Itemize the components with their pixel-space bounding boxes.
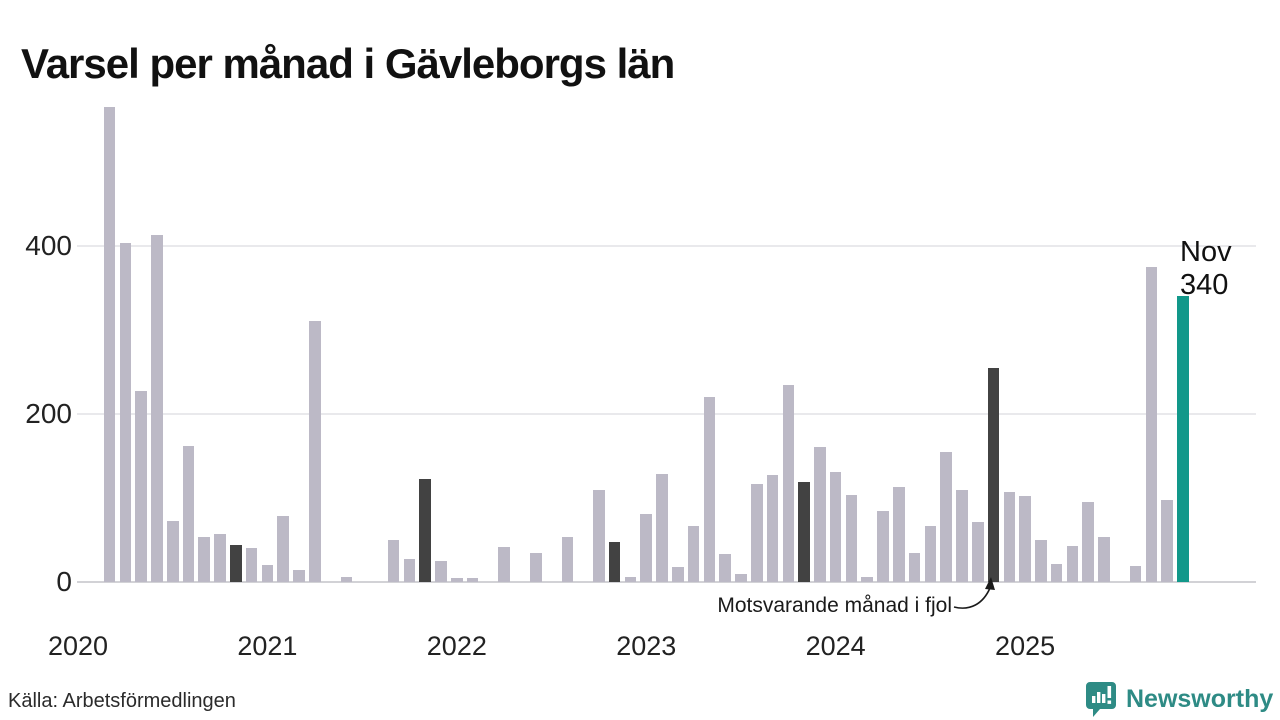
bar-2023-02 — [656, 474, 668, 582]
bar-2024-12 — [1003, 492, 1016, 582]
y-axis-tick-200: 200 — [25, 397, 72, 429]
bar-2022-06 — [529, 552, 542, 582]
source-credit: Källa: Arbetsförmedlingen — [8, 690, 236, 712]
bar-2024-04 — [877, 510, 889, 582]
x-axis-tick-2020: 2020 — [47, 631, 109, 661]
bar-2024-08 — [940, 451, 952, 582]
bar-2023-04 — [687, 525, 700, 582]
bar-2024-10 — [971, 522, 984, 582]
bar-2025-01 — [1019, 496, 1031, 582]
current-month-value: 340 — [1180, 269, 1229, 301]
gridline-y-400 — [77, 244, 1256, 247]
last-year-annotation: Motsvarande månad i fjol — [717, 594, 952, 617]
x-axis-tick-2025: 2025 — [995, 631, 1056, 661]
bar-2025-09 — [1145, 266, 1158, 582]
bar-2021-04 — [308, 321, 321, 582]
bar-2023-01 — [640, 513, 653, 582]
bar-2020-12 — [245, 548, 258, 582]
bar-2020-06 — [151, 234, 163, 582]
bar-2021-02 — [277, 516, 289, 582]
x-axis-tick-2022: 2022 — [426, 631, 487, 661]
bar-2021-11 — [419, 478, 432, 582]
bar-2022-08 — [561, 537, 574, 582]
bar-2025-02 — [1035, 539, 1047, 582]
current-month-name: Nov — [1180, 236, 1232, 268]
bar-2020-11 — [230, 545, 242, 582]
bar-2025-10 — [1161, 500, 1173, 582]
bar-2025-11 — [1177, 296, 1189, 582]
bar-2024-02 — [845, 495, 858, 582]
current-month-value-label: Nov 340 — [1180, 236, 1275, 302]
bar-2024-07 — [924, 525, 937, 582]
bar-2024-05 — [893, 487, 905, 582]
bar-2023-12 — [814, 447, 826, 582]
bar-2023-05 — [703, 397, 716, 582]
bar-2022-04 — [498, 546, 510, 582]
branding: Newsworthy — [1085, 681, 1273, 717]
bar-2023-06 — [719, 554, 731, 582]
y-axis-tick-400: 400 — [25, 229, 72, 261]
bar-2023-07 — [735, 573, 747, 582]
bar-2025-04 — [1066, 545, 1079, 582]
bar-2024-09 — [956, 490, 968, 582]
bar-2020-04 — [119, 243, 132, 582]
bar-2023-09 — [766, 475, 779, 582]
bar-2023-10 — [782, 385, 795, 582]
gridline-y-0 — [77, 581, 1256, 583]
bar-2020-09 — [198, 537, 211, 582]
bar-2024-06 — [908, 552, 921, 582]
bar-2022-12 — [624, 576, 637, 582]
bar-2021-12 — [435, 560, 447, 582]
y-axis-tick-0: 0 — [56, 566, 72, 597]
bar-2021-03 — [293, 570, 305, 582]
gridline-y-200 — [77, 412, 1256, 415]
bar-2025-08 — [1129, 566, 1142, 582]
bar-2020-03 — [103, 107, 116, 582]
bar-2020-08 — [182, 445, 195, 582]
x-axis-tick-2023: 2023 — [616, 631, 677, 661]
newsworthy-pin-icon — [1086, 682, 1116, 717]
bar-2021-06 — [340, 576, 353, 582]
bar-2022-01 — [451, 577, 463, 582]
bar-2023-03 — [672, 566, 684, 582]
x-axis-tick-2024: 2024 — [805, 631, 866, 661]
branding-name: Newsworthy — [1126, 684, 1274, 713]
bar-2022-10 — [593, 489, 605, 582]
bar-2023-08 — [750, 484, 763, 582]
x-axis-tick-2021: 2021 — [237, 631, 298, 661]
bar-2024-11 — [987, 368, 1000, 582]
bar-2024-03 — [861, 576, 874, 582]
bar-2025-05 — [1082, 502, 1095, 582]
bar-2020-05 — [135, 391, 147, 582]
bar-2020-10 — [214, 534, 226, 582]
bar-2020-07 — [166, 520, 179, 582]
bar-2024-01 — [829, 471, 842, 582]
bar-2022-02 — [466, 577, 479, 582]
bar-2021-09 — [387, 539, 400, 582]
bar-2022-11 — [608, 541, 621, 582]
bar-2021-10 — [403, 559, 416, 582]
bar-2023-11 — [798, 481, 810, 582]
annotation-arrow-icon — [953, 577, 995, 609]
bar-2025-06 — [1098, 536, 1110, 582]
page-title: Varsel per månad i Gävleborgs län — [21, 40, 675, 88]
bar-2021-01 — [261, 565, 274, 582]
bar-2025-03 — [1050, 564, 1063, 582]
